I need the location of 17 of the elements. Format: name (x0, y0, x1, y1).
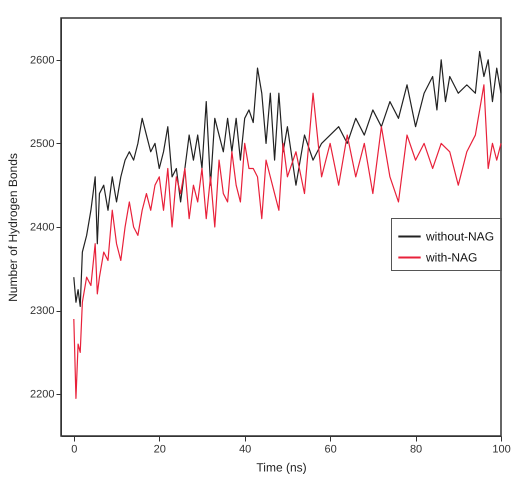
x-tick-label: 20 (154, 444, 166, 456)
y-tick-label: 2500 (30, 138, 54, 150)
x-axis-title: Time (ns) (256, 460, 307, 474)
x-tick-label: 40 (239, 444, 252, 456)
y-tick-label: 2200 (30, 388, 54, 401)
x-tick-label: 60 (324, 444, 337, 456)
x-tick-label: 100 (492, 444, 511, 456)
x-tick-label: 0 (71, 444, 78, 456)
y-tick-label: 2300 (30, 305, 54, 318)
line-series (73, 50, 502, 308)
legend-label: without-NAG (425, 230, 494, 244)
line-series (73, 84, 502, 399)
y-axis-title: Number of Hydrogen Bonds (6, 153, 20, 302)
legend-label: with-NAG (425, 250, 478, 264)
y-tick-label: 2600 (30, 54, 54, 66)
x-tick-label: 80 (410, 444, 422, 456)
y-tick-label: 2400 (30, 222, 54, 234)
